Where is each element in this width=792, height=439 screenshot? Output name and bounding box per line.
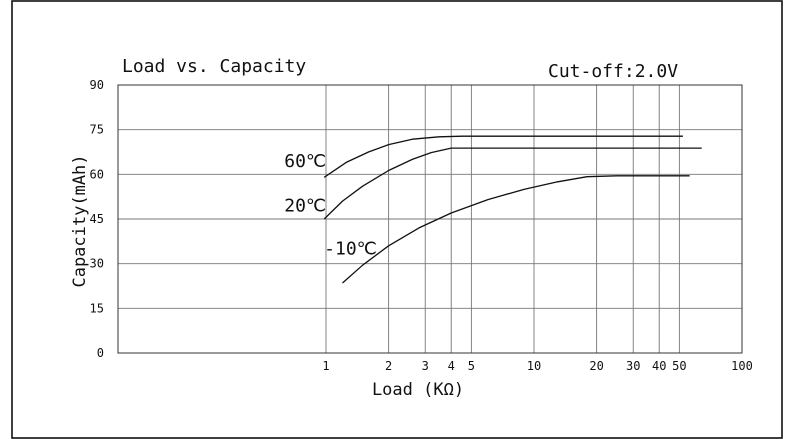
x-tick-label: 10 [527,359,541,373]
tick-labels: 0 15 30 45 60 75 90 1 2 3 4 5 10 20 30 40 50 100 [90,78,753,373]
x-tick-label: 1 [322,359,329,373]
series-group [323,135,702,284]
series-line [342,175,690,284]
x-tick-label: 100 [731,359,753,373]
curve-label: 60℃ [284,151,326,172]
y-tick-label: 90 [90,78,104,92]
x-tick-label: 5 [468,359,475,373]
curve-label: -10℃ [324,239,377,260]
series-line [323,147,702,220]
x-axis-label: Load (KΩ) [372,380,464,400]
grid [118,84,743,354]
y-tick-label: 0 [97,346,104,360]
y-tick-label: 30 [90,257,104,271]
x-tick-label: 30 [626,359,640,373]
x-tick-label: 3 [422,359,429,373]
x-tick-label: 50 [672,359,686,373]
y-tick-label: 15 [90,301,104,315]
x-tick-label: 2 [385,359,392,373]
outer-border [11,0,783,439]
chart-title: Load vs. Capacity [122,56,306,77]
y-tick-label: 75 [90,123,104,137]
y-tick-label: 45 [90,212,104,226]
plot-area [117,84,743,354]
y-axis-label: Capacity(mAh) [70,154,90,287]
curve-label: 20℃ [284,196,326,217]
series-line [323,135,683,178]
x-tick-label: 4 [448,359,455,373]
x-tick-label: 40 [652,359,666,373]
curve-labels: 60℃ 20℃ -10℃ [284,151,377,260]
x-tick-label: 20 [589,359,603,373]
chart-subtitle: Cut-off:2.0V [548,61,678,82]
y-tick-label: 60 [90,167,104,181]
